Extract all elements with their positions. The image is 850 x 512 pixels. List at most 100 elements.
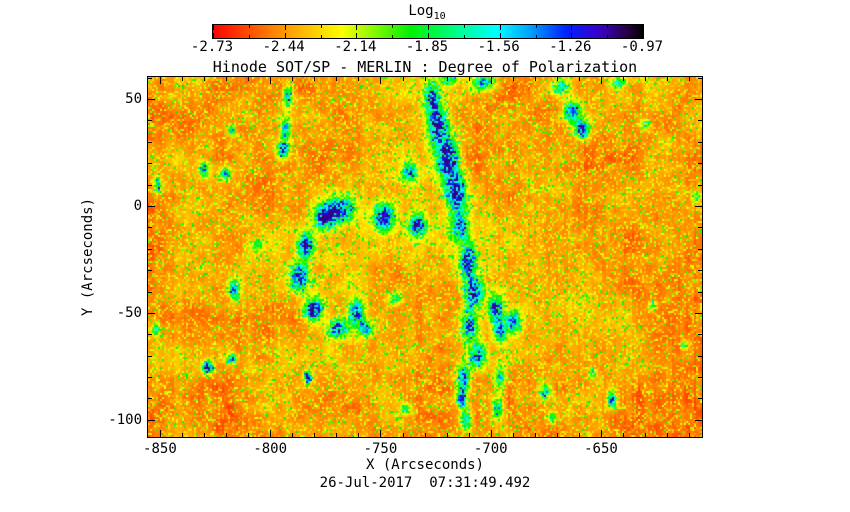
colorbar-tick <box>321 35 322 38</box>
colorbar-tick <box>464 35 465 38</box>
y-axis-label: Y (Arcseconds) <box>80 197 96 317</box>
y-axis-tick <box>148 248 152 250</box>
x-axis-tick <box>622 433 624 437</box>
x-axis-tick <box>534 433 536 437</box>
plot-area <box>147 76 703 438</box>
colorbar-tick-label: -1.56 <box>477 39 520 55</box>
x-tick-label: -650 <box>584 441 618 457</box>
x-axis-tick <box>159 430 161 437</box>
y-axis-tick <box>698 77 702 79</box>
colorbar-tick-label: -2.44 <box>262 39 305 55</box>
x-tick-label: -850 <box>143 441 177 457</box>
y-axis-tick <box>148 141 152 143</box>
colorbar-tick <box>571 33 572 38</box>
colorbar-title: Log10 <box>212 3 642 22</box>
colorbar-tick <box>642 33 643 38</box>
y-axis-tick <box>148 77 152 79</box>
colorbar-tick <box>321 25 322 28</box>
x-axis-tick <box>225 433 227 437</box>
x-axis-tick <box>357 77 359 81</box>
y-axis-tick <box>148 333 152 335</box>
y-axis-tick <box>695 419 702 421</box>
colorbar-tick-labels: -2.73 -2.44 -2.14 -1.85 -1.56 -1.26 -0.97 <box>0 39 850 55</box>
y-axis-tick <box>698 184 702 186</box>
x-tick-label: -700 <box>473 441 508 457</box>
x-axis-tick <box>357 433 359 437</box>
colorbar-tick <box>428 33 429 38</box>
y-axis-tick <box>695 98 702 100</box>
colorbar-tick <box>536 25 537 28</box>
colorbar-tick <box>607 35 608 38</box>
y-axis-tick <box>698 397 702 399</box>
colorbar-tick <box>642 25 643 30</box>
x-axis-tick <box>203 77 205 81</box>
colorbar-tick <box>285 25 286 30</box>
y-tick-label: -50 <box>116 304 142 321</box>
colorbar-tick <box>249 35 250 38</box>
x-axis-tick <box>291 77 293 81</box>
y-tick-label: -100 <box>108 411 142 428</box>
x-axis-tick <box>446 77 448 81</box>
x-axis-tick <box>181 433 183 437</box>
x-axis-tick <box>688 433 690 437</box>
colorbar-tick <box>536 35 537 38</box>
x-axis-tick <box>644 433 646 437</box>
colorbar-tick <box>249 25 250 28</box>
y-axis-tick <box>148 119 152 121</box>
colorbar-title-text: Log <box>408 3 434 19</box>
x-axis-tick <box>556 433 558 437</box>
y-axis-tick <box>148 419 155 421</box>
x-axis-tick <box>578 77 580 81</box>
colorbar <box>212 24 644 39</box>
x-axis-tick <box>688 77 690 81</box>
colorbar-tick-label: -1.85 <box>405 39 449 55</box>
x-axis-tick <box>556 77 558 81</box>
x-axis-tick <box>269 430 271 437</box>
x-axis-tick <box>247 433 249 437</box>
x-axis-tick <box>446 433 448 437</box>
x-axis-tick <box>402 77 404 81</box>
colorbar-tick <box>356 25 357 30</box>
x-axis-tick <box>269 77 271 84</box>
x-tick-labels: -850 -800 -750 -700 -650 <box>0 441 850 457</box>
y-axis-tick <box>148 355 152 357</box>
y-axis-tick <box>148 269 152 271</box>
colorbar-tick-label: -2.73 <box>190 39 234 55</box>
colorbar-tick <box>392 35 393 38</box>
y-axis-tick <box>698 248 702 250</box>
heatmap-canvas <box>148 77 702 437</box>
y-axis-tick <box>695 205 702 207</box>
x-axis-tick <box>402 433 404 437</box>
y-axis-tick <box>698 226 702 228</box>
x-axis-tick <box>534 77 536 81</box>
x-axis-tick <box>644 77 646 81</box>
colorbar-tick <box>356 33 357 38</box>
colorbar-tick <box>500 33 501 38</box>
colorbar-tick-label: -1.26 <box>549 39 592 55</box>
x-axis-label: X (Arcseconds) <box>365 457 484 473</box>
x-axis-tick <box>468 77 470 81</box>
x-axis-tick <box>313 77 315 81</box>
x-axis-tick <box>159 77 161 84</box>
x-tick-label: -750 <box>363 441 398 457</box>
y-axis-tick <box>698 269 702 271</box>
plot-title: Hinode SOT/SP - MERLIN : Degree of Polar… <box>212 58 638 76</box>
colorbar-tick <box>428 25 429 30</box>
x-axis-tick <box>181 77 183 81</box>
colorbar-tick <box>607 25 608 28</box>
x-axis-tick <box>490 430 492 437</box>
y-axis-tick <box>698 119 702 121</box>
colorbar-tick-label: -2.14 <box>334 39 377 55</box>
y-axis-tick <box>698 355 702 357</box>
colorbar-tick <box>213 25 214 30</box>
colorbar-title-subscript: 10 <box>433 10 446 22</box>
colorbar-tick <box>392 25 393 28</box>
x-axis-tick <box>666 433 668 437</box>
y-axis-tick <box>698 376 702 378</box>
x-axis-tick <box>578 433 580 437</box>
x-axis-tick <box>291 433 293 437</box>
x-axis-tick <box>313 433 315 437</box>
y-axis-tick <box>698 291 702 293</box>
x-axis-tick <box>622 77 624 81</box>
